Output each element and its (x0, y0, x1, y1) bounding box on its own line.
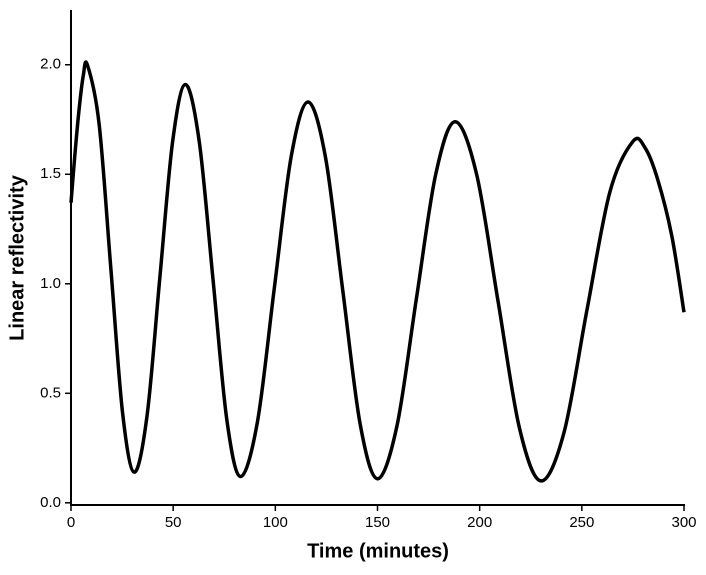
y-tick-label: 1.0 (40, 275, 61, 292)
data-line (69, 60, 686, 483)
x-tick-label: 150 (365, 514, 390, 531)
y-axis-title: Linear reflectivity (6, 174, 28, 341)
x-tick-label: 250 (569, 514, 594, 531)
x-tick-label: 100 (263, 514, 288, 531)
y-tick-label: 0.0 (40, 494, 61, 511)
x-tick-label: 50 (165, 514, 182, 531)
y-tick-label: 2.0 (40, 56, 61, 73)
x-tick-label: 300 (671, 514, 696, 531)
y-tick-label: 1.5 (40, 165, 61, 182)
x-tick-label: 200 (467, 514, 492, 531)
y-tick-label: 0.5 (40, 384, 61, 401)
x-axis-title: Time (minutes) (307, 540, 449, 562)
x-tick-label: 0 (67, 514, 75, 531)
